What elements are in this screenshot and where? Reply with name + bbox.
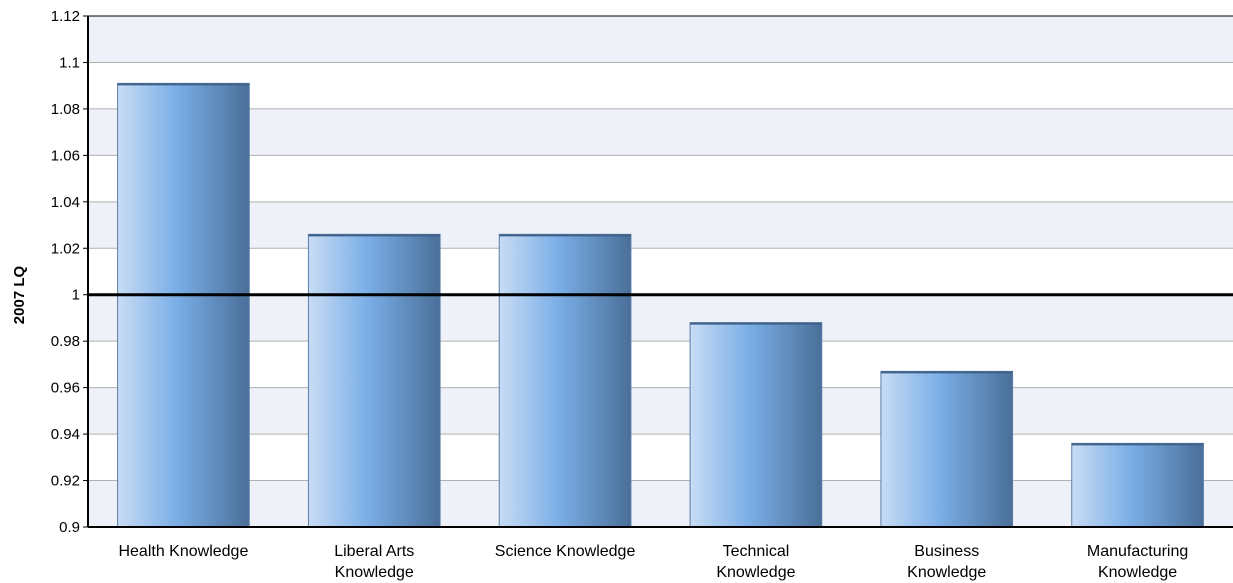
y-tick-label: 1.08 bbox=[51, 101, 80, 118]
y-tick-label: 1.04 bbox=[51, 194, 80, 211]
x-category-label: Health Knowledge bbox=[118, 543, 248, 560]
y-tick-label: 1.1 bbox=[59, 54, 80, 71]
x-category-label-line: Knowledge bbox=[335, 564, 414, 581]
y-tick-label: 0.96 bbox=[51, 380, 80, 397]
x-category-label: Manufacturing Knowledge bbox=[1087, 543, 1188, 581]
x-category-label: Science Knowledge bbox=[495, 543, 636, 560]
y-axis-title: 2007 LQ bbox=[11, 265, 28, 324]
y-tick-label: 1 bbox=[72, 287, 80, 304]
x-category-label-line: Knowledge bbox=[907, 564, 986, 581]
x-category-label: Business Knowledge bbox=[907, 543, 986, 581]
y-tick-label: 0.98 bbox=[51, 333, 80, 350]
plot-bands bbox=[88, 16, 1233, 527]
plot-band bbox=[88, 480, 1233, 527]
x-category-labels: Health Knowledge Liberal Arts Knowledge Sci… bbox=[118, 543, 1188, 581]
bar bbox=[880, 370, 1014, 528]
x-category-label-line: Manufacturing bbox=[1087, 543, 1188, 560]
bar bbox=[117, 82, 250, 528]
plot-band bbox=[88, 294, 1233, 342]
plot-band bbox=[88, 387, 1233, 435]
plot-band bbox=[88, 201, 1233, 249]
x-category-label-line: Knowledge bbox=[1098, 564, 1177, 581]
x-category-label-line: Science Knowledge bbox=[495, 543, 636, 560]
y-tick-label: 1.06 bbox=[51, 147, 80, 164]
x-category-label-line: Liberal Arts bbox=[334, 543, 414, 560]
x-category-label-line: Technical bbox=[723, 543, 790, 560]
y-tick-label: 1.02 bbox=[51, 240, 80, 257]
x-category-label-line: Health Knowledge bbox=[118, 543, 248, 560]
x-category-label-line: Knowledge bbox=[716, 564, 795, 581]
x-category-label: Liberal Arts Knowledge bbox=[334, 543, 414, 581]
x-category-label: Technical Knowledge bbox=[716, 543, 795, 581]
plot-band bbox=[88, 108, 1233, 156]
y-tick-label: 0.92 bbox=[51, 473, 80, 490]
bar bbox=[307, 233, 441, 528]
bars bbox=[117, 82, 1204, 528]
bar bbox=[498, 233, 632, 528]
axes bbox=[87, 15, 1233, 528]
bar bbox=[689, 322, 823, 528]
bar bbox=[1071, 442, 1204, 528]
y-tick-label: 0.94 bbox=[51, 426, 80, 443]
gridlines bbox=[83, 15, 1233, 528]
y-tick-label: 1.12 bbox=[51, 8, 80, 25]
y-tick-labels: 0.9 0.92 0.94 0.96 0.98 1 1.02 1.04 1.06 1.08 1.1 1… bbox=[51, 8, 80, 536]
x-category-label-line: Business bbox=[914, 543, 979, 560]
plot-band bbox=[88, 16, 1233, 63]
y-tick-label: 0.9 bbox=[59, 519, 80, 536]
